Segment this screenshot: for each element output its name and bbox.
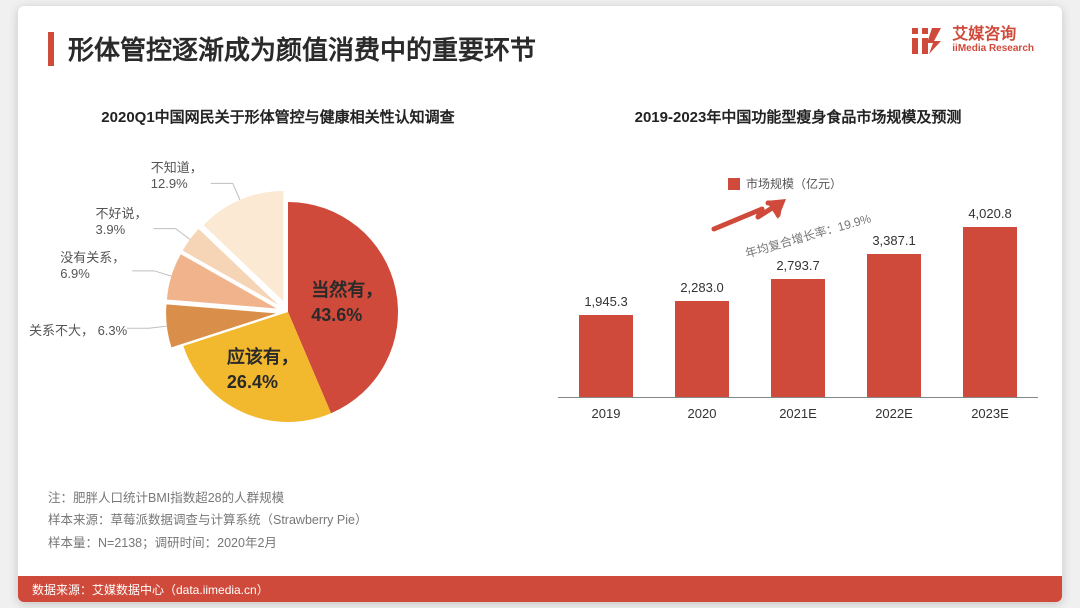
pie-slice	[166, 304, 276, 347]
bar	[675, 301, 729, 397]
slide-header: 形体管控逐渐成为颜值消费中的重要环节	[48, 30, 536, 67]
footer-text: 数据来源：艾媒数据中心（data.iimedia.cn）	[32, 581, 269, 598]
bar-chart: 市场规模（亿元） 1,945.3 2019 2,283.0 2020 2,793.7 20…	[558, 137, 1038, 447]
footnotes: 注：肥胖人口统计BMI指数超28的人群规模样本来源：草莓派数据调查与计算系统（S…	[48, 487, 367, 555]
pie-leader-line	[154, 229, 190, 240]
bar-category-label: 2022E	[875, 406, 913, 421]
pie-leader-line	[132, 271, 171, 276]
pie-section: 2020Q1中国网民关于形体管控与健康相关性认知调查 当然有，43.6%应该有，…	[48, 106, 508, 457]
bar-value-label: 2,283.0	[680, 280, 723, 295]
bar-value-label: 4,020.8	[968, 206, 1011, 221]
bar-category-label: 2023E	[971, 406, 1009, 421]
pie-chart: 当然有，43.6%应该有，26.4%关系不大， 6.3%没有关系，6.9%不好说…	[48, 137, 508, 457]
bar-title: 2019-2023年中国功能型瘦身食品市场规模及预测	[558, 106, 1038, 127]
slide: 形体管控逐渐成为颜值消费中的重要环节 艾媒咨询 iiMedia Research…	[18, 6, 1062, 602]
footnote-line: 样本量：N=2138；调研时间：2020年2月	[48, 532, 367, 555]
pie-slice	[183, 229, 279, 305]
slide-footer: 数据来源：艾媒数据中心（data.iimedia.cn）	[18, 576, 1062, 602]
bar-value-label: 2,793.7	[776, 258, 819, 273]
pie-svg	[48, 137, 508, 457]
brand-name-cn: 艾媒咨询	[952, 27, 1034, 44]
pie-leader-line	[127, 326, 167, 328]
bar-x-axis	[558, 397, 1038, 398]
growth-arrow-icon	[708, 197, 788, 237]
bar	[963, 227, 1017, 397]
bar-section: 2019-2023年中国功能型瘦身食品市场规模及预测 市场规模（亿元） 1,94…	[558, 106, 1038, 447]
bar-category-label: 2020	[688, 406, 717, 421]
pie-slice-label: 不好说，3.9%	[96, 203, 148, 237]
pie-title: 2020Q1中国网民关于形体管控与健康相关性认知调查	[48, 106, 508, 127]
pie-slice-label: 没有关系，6.9%	[60, 247, 125, 281]
bar-value-label: 1,945.3	[584, 294, 627, 309]
pie-slice-label: 关系不大， 6.3%	[29, 320, 127, 339]
pie-slice	[167, 254, 277, 308]
brand-name-en: iiMedia Research	[952, 44, 1034, 55]
bar-category-label: 2019	[592, 406, 621, 421]
title-accent-bar	[48, 32, 54, 66]
bar	[867, 254, 921, 397]
bar-legend: 市场规模（亿元）	[728, 175, 842, 192]
pie-slice-label: 当然有，43.6%	[311, 278, 383, 328]
brand-logo-icon	[910, 24, 944, 58]
brand-logo: 艾媒咨询 iiMedia Research	[910, 24, 1034, 58]
pie-slice	[204, 191, 284, 301]
bar-legend-swatch	[728, 178, 740, 190]
bar-legend-label: 市场规模（亿元）	[746, 175, 842, 192]
brand-logo-text: 艾媒咨询 iiMedia Research	[952, 27, 1034, 54]
bar	[579, 315, 633, 397]
pie-slice-label: 不知道，12.9%	[151, 157, 203, 191]
bar	[771, 279, 825, 397]
footnote-line: 样本来源：草莓派数据调查与计算系统（Strawberry Pie）	[48, 509, 367, 532]
bar-value-label: 3,387.1	[872, 233, 915, 248]
slide-title: 形体管控逐渐成为颜值消费中的重要环节	[68, 30, 536, 67]
bar-category-label: 2021E	[779, 406, 817, 421]
pie-slice-label: 应该有，26.4%	[227, 345, 299, 395]
footnote-line: 注：肥胖人口统计BMI指数超28的人群规模	[48, 487, 367, 510]
pie-leader-line	[211, 183, 240, 200]
